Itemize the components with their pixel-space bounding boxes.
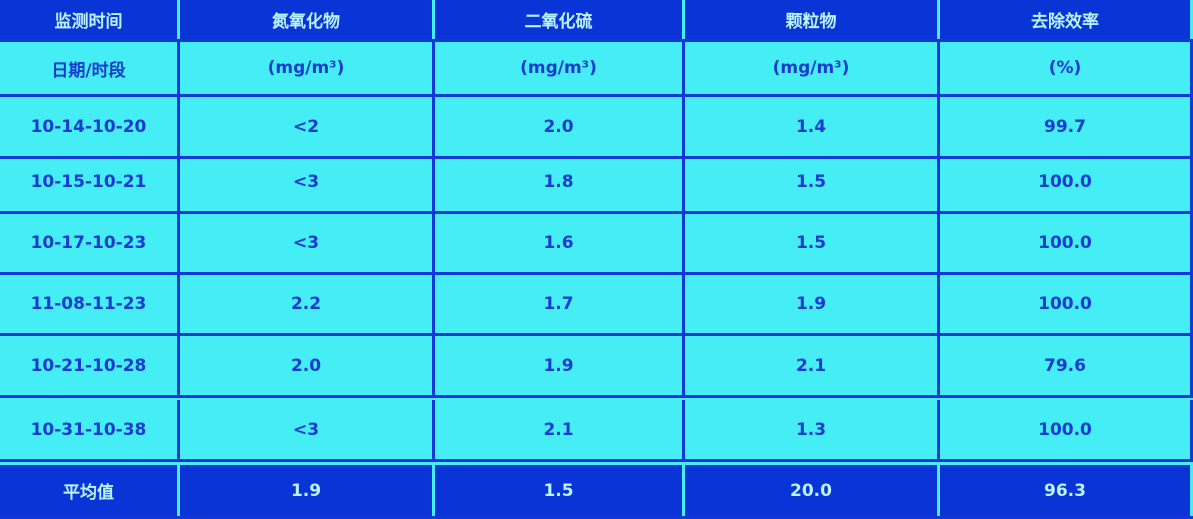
table-cell: 1.7 (435, 274, 685, 333)
table-cell: 氮氧化物 (180, 0, 435, 39)
table-cell: 100.0 (940, 400, 1193, 459)
table-cell: 2.1 (685, 336, 940, 395)
table-cell: 2.0 (435, 97, 685, 156)
table-cell: 2.0 (180, 336, 435, 395)
table-cell: 1.9 (180, 465, 435, 516)
table-cell: 10-14-10-20 (0, 97, 180, 156)
table-cell: 去除效率 (940, 0, 1193, 39)
data-table: 监测时间氮氧化物二氧化硫颗粒物去除效率日期/时段(mg/m³)(mg/m³)(m… (0, 0, 1193, 519)
table-cell: 20.0 (685, 465, 940, 516)
table-cell: 11-08-11-23 (0, 274, 180, 333)
table-cell: 1.3 (685, 400, 940, 459)
table-cell: 颗粒物 (685, 0, 940, 39)
table-cell: (mg/m³) (685, 42, 940, 94)
table-cell: 99.7 (940, 97, 1193, 156)
table-cell: 100.0 (940, 152, 1193, 211)
table-cell: 10-31-10-38 (0, 400, 180, 459)
table-cell: 1.5 (685, 152, 940, 211)
table-cell: <3 (180, 213, 435, 272)
table-cell: 2.1 (435, 400, 685, 459)
table-cell: 2.2 (180, 274, 435, 333)
table-cell: 日期/时段 (0, 42, 180, 94)
table-cell: 1.5 (685, 213, 940, 272)
table-cell: 100.0 (940, 213, 1193, 272)
header-row: 监测时间氮氧化物二氧化硫颗粒物去除效率 (0, 0, 1193, 42)
table-cell: 1.5 (435, 465, 685, 516)
table-cell: <3 (180, 152, 435, 211)
table-cell: 1.9 (435, 336, 685, 395)
table-cell: 1.6 (435, 213, 685, 272)
table-cell: 二氧化硫 (435, 0, 685, 39)
table-cell: <3 (180, 400, 435, 459)
table-cell: 100.0 (940, 274, 1193, 333)
table-cell: 1.8 (435, 152, 685, 211)
table-cell: 10-17-10-23 (0, 213, 180, 272)
table-cell: 监测时间 (0, 0, 180, 39)
table-cell: (%) (940, 42, 1193, 94)
table-cell: (mg/m³) (180, 42, 435, 94)
table-cell: 1.4 (685, 97, 940, 156)
table-cell: 平均值 (0, 465, 180, 516)
table-cell: 10-15-10-21 (0, 152, 180, 211)
table-cell: 79.6 (940, 336, 1193, 395)
table-cell: <2 (180, 97, 435, 156)
table-cell: 1.9 (685, 274, 940, 333)
unit-row: 日期/时段(mg/m³)(mg/m³)(mg/m³)(%) (0, 42, 1193, 97)
table-cell: 96.3 (940, 465, 1193, 516)
table-cell: 10-21-10-28 (0, 336, 180, 395)
table-cell: (mg/m³) (435, 42, 685, 94)
page: 监测时间氮氧化物二氧化硫颗粒物去除效率日期/时段(mg/m³)(mg/m³)(m… (0, 0, 1193, 519)
